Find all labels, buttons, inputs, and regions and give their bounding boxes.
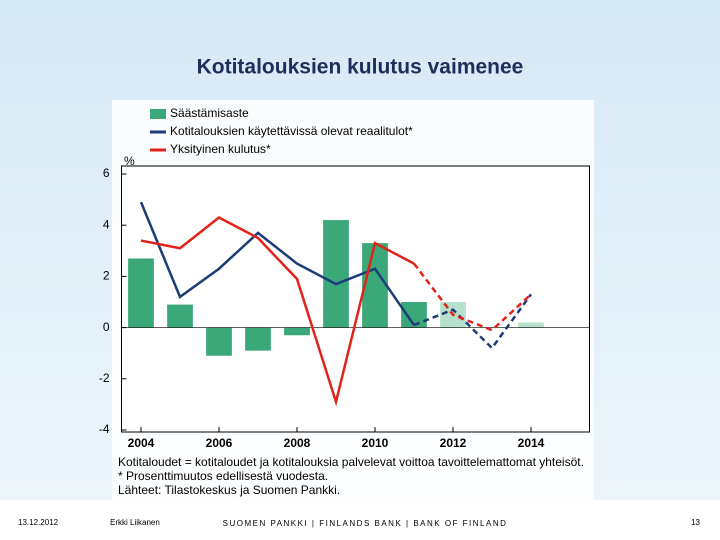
legend-label: Kotitalouksien käytettävissä olevat reaa…	[170, 124, 413, 138]
y-tick-label: 4	[103, 217, 110, 231]
legend-label: Yksityinen kulutus*	[170, 142, 271, 156]
bar	[128, 258, 154, 328]
y-unit: %	[124, 154, 135, 168]
note: Lähteet: Tilastokeskus ja Suomen Pankki.	[118, 483, 340, 497]
y-tick-label: 2	[103, 269, 110, 283]
bar	[323, 220, 349, 328]
footer-author: Erkki Liikanen	[110, 518, 160, 527]
chart-title: Kotitalouksien kulutus vaimenee	[197, 56, 524, 79]
series-line	[413, 293, 533, 350]
footer-organization: SUOMEN PANKKI | FINLANDS BANK | BANK OF …	[223, 519, 508, 528]
x-tick-label: 2004	[128, 436, 155, 450]
note: * Prosenttimuutos edellisestä vuodesta.	[118, 469, 328, 483]
x-tick-label: 2006	[206, 436, 233, 450]
note: Kotitaloudet = kotitaloudet ja kotitalou…	[118, 455, 584, 469]
x-tick-label: 2010	[362, 436, 389, 450]
legend-label: Säästämisaste	[170, 106, 249, 120]
x-tick-label: 2008	[284, 436, 311, 450]
series-line	[413, 262, 532, 332]
footer-band	[0, 500, 720, 540]
y-tick-label: -4	[99, 422, 110, 436]
footer-date: 13.12.2012	[18, 518, 59, 527]
bar	[167, 304, 193, 328]
series-line	[140, 216, 415, 407]
bar	[245, 327, 271, 351]
footer-page: 13	[691, 518, 700, 527]
bar	[362, 243, 388, 328]
bar	[518, 322, 544, 328]
x-tick-label: 2014	[518, 436, 545, 450]
y-tick-label: -2	[99, 371, 110, 385]
bar	[284, 327, 310, 336]
legend-swatch	[150, 109, 166, 119]
plot-frame	[121, 165, 590, 433]
bar	[206, 327, 232, 356]
y-tick-label: 6	[103, 166, 110, 180]
y-tick-label: 0	[103, 320, 110, 334]
x-tick-label: 2012	[440, 436, 467, 450]
